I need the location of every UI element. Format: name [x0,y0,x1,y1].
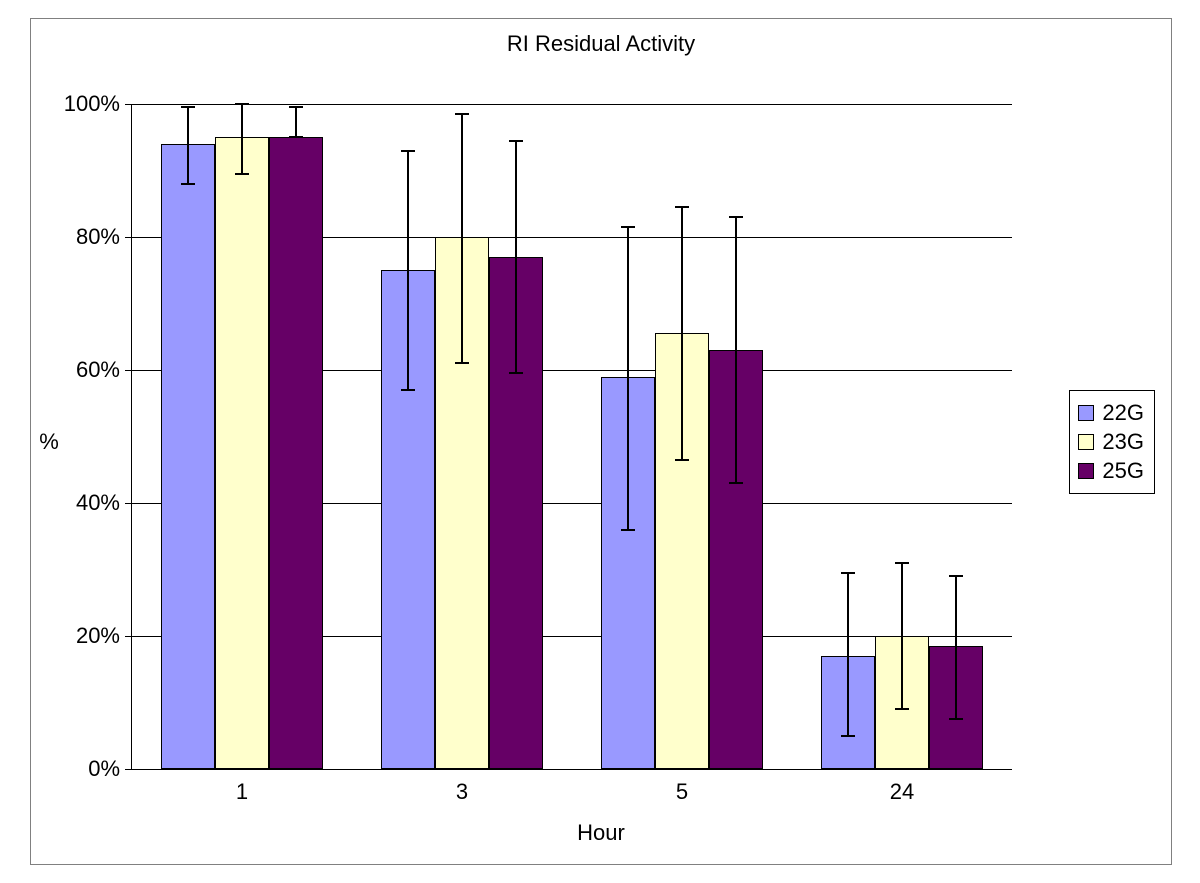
error-bar-cap [289,106,303,108]
chart-container: RI Residual Activity 0%20%40%60%80%100%1… [0,0,1200,883]
error-bar [847,573,849,736]
bar [269,137,323,769]
error-bar [681,207,683,460]
x-tick-label: 1 [236,769,248,805]
error-bar [901,563,903,709]
x-axis-label: Hour [577,820,625,846]
y-tick-label: 40% [76,490,132,516]
x-tick-label: 5 [676,769,688,805]
error-bar-cap [729,482,743,484]
y-axis-label: % [39,429,59,455]
error-bar-cap [675,206,689,208]
bar [161,144,215,769]
chart-title: RI Residual Activity [31,31,1171,57]
gridline [132,104,1012,105]
error-bar [295,107,297,137]
error-bar-cap [729,216,743,218]
error-bar-cap [509,140,523,142]
legend-swatch [1078,463,1094,479]
error-bar-cap [895,708,909,710]
legend-label: 25G [1102,458,1144,484]
error-bar [955,576,957,719]
error-bar-cap [841,572,855,574]
error-bar-cap [401,150,415,152]
plot-area: 0%20%40%60%80%100%13524 [131,104,1012,770]
legend-swatch [1078,434,1094,450]
legend-item: 23G [1078,429,1144,455]
error-bar-cap [621,529,635,531]
error-bar-cap [455,113,469,115]
error-bar-cap [181,183,195,185]
error-bar [407,151,409,390]
error-bar [461,114,463,363]
y-tick-label: 80% [76,224,132,250]
legend-label: 22G [1102,400,1144,426]
error-bar [627,227,629,530]
legend-label: 23G [1102,429,1144,455]
error-bar-cap [235,103,249,105]
error-bar [187,107,189,183]
error-bar-cap [509,372,523,374]
error-bar-cap [895,562,909,564]
error-bar-cap [235,173,249,175]
error-bar [241,104,243,174]
y-tick-label: 20% [76,623,132,649]
y-tick-label: 60% [76,357,132,383]
error-bar-cap [949,575,963,577]
error-bar-cap [289,136,303,138]
y-tick-label: 100% [64,91,132,117]
legend-item: 25G [1078,458,1144,484]
error-bar-cap [621,226,635,228]
error-bar-cap [841,735,855,737]
error-bar-cap [181,106,195,108]
error-bar-cap [455,362,469,364]
y-tick-label: 0% [88,756,132,782]
error-bar-cap [949,718,963,720]
error-bar [735,217,737,483]
bar [215,137,269,769]
legend-swatch [1078,405,1094,421]
error-bar [515,141,517,374]
legend: 22G 23G 25G [1069,390,1155,494]
x-tick-label: 24 [890,769,914,805]
x-tick-label: 3 [456,769,468,805]
chart-frame: RI Residual Activity 0%20%40%60%80%100%1… [30,18,1172,865]
error-bar-cap [675,459,689,461]
error-bar-cap [401,389,415,391]
legend-item: 22G [1078,400,1144,426]
